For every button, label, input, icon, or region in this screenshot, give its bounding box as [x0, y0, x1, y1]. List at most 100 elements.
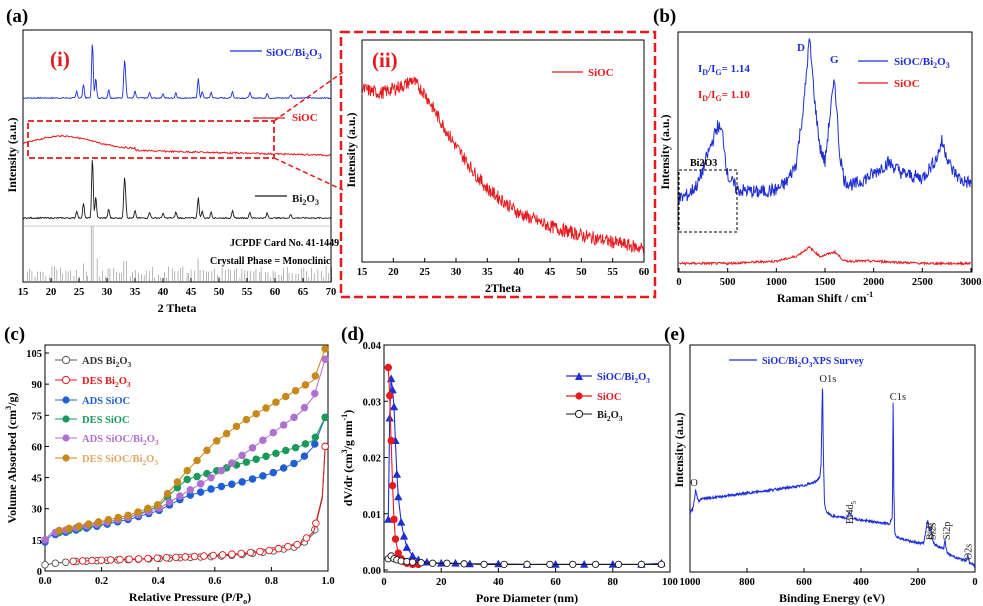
panel-e-label: (e): [664, 324, 685, 345]
isotherm-point: [279, 421, 288, 429]
pore-point: [408, 551, 417, 560]
isotherm-point: [252, 455, 260, 463]
a-i-x-tick-label: 25: [74, 287, 85, 298]
isotherm-point: [62, 558, 70, 566]
panel-c-label: (c): [4, 324, 25, 345]
d-y-tick-label: 0.04: [363, 341, 382, 352]
panel-d: (d) 0 20 40 60 80 100 0.00 0.01 0.02 0.03 0.04 SiO…: [340, 324, 678, 605]
isotherm-point: [259, 436, 267, 444]
b-x-tick-label: 2500: [912, 277, 933, 288]
c-y-tick-label: 15: [32, 536, 43, 547]
isotherm-point: [213, 437, 221, 445]
isotherm-point: [196, 480, 205, 488]
isotherm-point: [302, 534, 311, 542]
d-x-tick-label: 0: [381, 577, 386, 588]
isotherm-point: [290, 459, 298, 468]
a-i-x-tick-label: 40: [158, 287, 169, 298]
xps-survey-curve: [689, 388, 976, 568]
isotherm-point: [238, 451, 246, 460]
isotherm-point: [183, 475, 191, 484]
c-x-tick-label: 0.4: [152, 576, 166, 587]
raman-curve-sioc: [678, 245, 972, 267]
isotherm-point: [200, 552, 208, 560]
isotherm-point: [228, 459, 236, 467]
a-i-x-tick-label: 65: [298, 287, 309, 298]
bi2o3-box-label: Bi2O3: [690, 158, 717, 169]
panel-e-xlabel: Binding Energy (eV): [779, 591, 885, 605]
pore-point: [388, 481, 397, 490]
pore-point: [614, 560, 623, 569]
isotherm-point: [293, 540, 301, 549]
d-y-tick-label: 0.02: [363, 454, 381, 465]
xps-peak-label: O2s: [964, 544, 975, 560]
pore-point: [428, 559, 437, 567]
svg-text:SiOC: SiOC: [597, 392, 622, 403]
pore-point: [591, 560, 600, 569]
pore-line: [387, 378, 662, 565]
pore-point: [523, 560, 531, 569]
isotherm-point: [84, 520, 93, 528]
c-y-tick-label: 105: [26, 349, 42, 360]
a-ii-x-tick-label: 25: [419, 267, 430, 278]
isotherm-point: [153, 501, 162, 509]
a-i-x-tick-label: 15: [18, 287, 29, 298]
pore-point: [388, 385, 397, 394]
isotherm-point: [269, 428, 278, 437]
panel-b-label: (b): [653, 6, 676, 27]
isotherm-point: [282, 446, 290, 455]
a-ii-x-tick-label: 35: [482, 267, 493, 278]
isotherm-point: [290, 413, 298, 422]
panel-d-ylabel: dV/dr (cm3/g nm-1): [340, 410, 355, 506]
xps-peak-label-sub: 5: [850, 501, 858, 505]
panel-b-xlabel: Raman Shift / cm-1: [777, 290, 873, 305]
panel-c-legend: ADS Bi2O3 DES Bi2O3 ADS SiOC DES SiOC AD…: [55, 355, 159, 467]
isotherm-point: [265, 546, 273, 555]
panel-b-ylabel: Intensity (a.u.): [658, 114, 672, 189]
isotherm-point: [262, 404, 270, 412]
isotherm-point: [209, 551, 217, 560]
legend-d-sioc: SiOC: [566, 392, 622, 403]
b-x-tick-label: 1500: [815, 277, 836, 288]
svg-text:ADS SiOC/Bi2O3: ADS SiOC/Bi2O3: [82, 434, 159, 447]
isotherm-point: [311, 433, 320, 441]
pore-point: [394, 549, 402, 557]
panel-a-ii-dashed-frame: [339, 30, 657, 299]
isotherm-point: [237, 549, 245, 558]
isotherm-point: [311, 389, 319, 398]
svg-text:DES SiOC/Bi2O3: DES SiOC/Bi2O3: [82, 454, 158, 467]
legend-a-blue: SiOC/Bi2O3: [266, 47, 322, 61]
a-i-x-tick-label: 70: [326, 287, 337, 298]
isotherm-point: [248, 475, 257, 483]
legend-c-des-comp: DES SiOC/Bi2O3: [55, 454, 158, 467]
a-ii-x-tick-label: 40: [513, 267, 524, 278]
legend-c-des-sioc: DES SiOC: [55, 415, 130, 426]
panel-a-ii-curve: [361, 76, 645, 255]
isotherm-point: [312, 519, 320, 528]
isotherm-point: [153, 554, 162, 562]
pore-point: [391, 535, 400, 543]
panel-a-ii-x-ticks: 15 20 25 30 35 40 45 50 55 60: [357, 258, 649, 278]
pore-point: [385, 413, 394, 422]
a-ii-x-tick-label: 15: [357, 267, 368, 278]
isotherm-point: [165, 498, 174, 506]
panel-c-ticks: 0.0 0.2 0.4 0.6 0.8 1.0 0 15 30 45 60 75 90 105: [26, 349, 334, 587]
isotherm-point: [321, 355, 329, 363]
isotherm-point: [232, 422, 241, 431]
e-x-tick-label: 0: [972, 577, 977, 588]
isotherm-point: [124, 511, 132, 520]
b-x-tick-label: 0: [676, 277, 681, 288]
isotherm-point: [162, 554, 171, 562]
legend-d-comp: SiOC/Bi2O3: [566, 372, 650, 385]
panel-d-curves: [384, 363, 666, 569]
isotherm-point: [291, 443, 300, 452]
pore-point: [390, 515, 398, 524]
isotherm-point: [284, 542, 292, 551]
panel-a-i-x-ticks: 15 20 25 30 35 40 45 50 55 60 65 70: [18, 278, 337, 298]
d-x-tick-label: 80: [608, 577, 619, 588]
isotherm-point: [193, 456, 201, 465]
svg-text:ADS Bi2O3: ADS Bi2O3: [82, 356, 131, 369]
pore-point: [417, 559, 425, 567]
c-x-tick-label: 0.6: [208, 576, 221, 587]
legend-d-bi: Bi2O3: [566, 409, 623, 423]
isotherm-point: [207, 485, 215, 493]
